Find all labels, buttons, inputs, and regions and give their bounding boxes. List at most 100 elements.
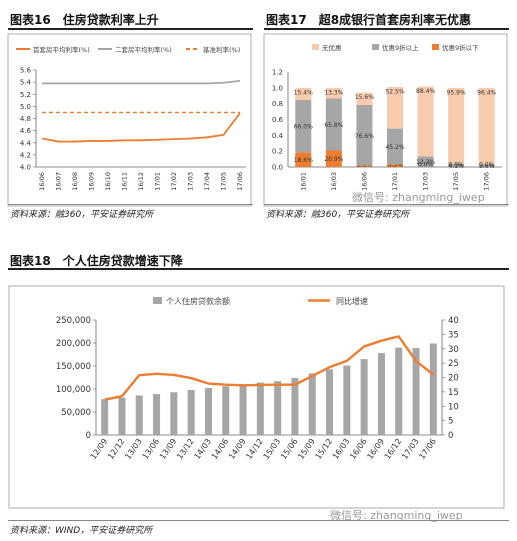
- stacked-bar-segment: [325, 98, 342, 151]
- right-heading-rule: [264, 28, 509, 30]
- bottom-panel-heading: 图表18 个人住房贷款增速下降: [10, 254, 183, 268]
- stacked-bar-segment: [417, 86, 434, 157]
- y-tick-label: 5.4: [20, 79, 32, 87]
- y-tick-label: 150,000: [56, 362, 91, 372]
- y-tick-label: 0: [86, 431, 91, 441]
- x-tick-label: 16/11: [121, 172, 129, 191]
- plot-frame: [263, 33, 508, 207]
- x-tick-label: 17/06: [236, 172, 244, 191]
- data-label: 13.3%: [416, 159, 435, 166]
- right-source-rule: [264, 204, 509, 205]
- x-tick-label: 12/12: [106, 437, 127, 461]
- legend-label: 二套房平均利率(%): [115, 45, 172, 54]
- x-tick-label: 13/09: [158, 437, 179, 461]
- y-tick-label: 1.2: [272, 69, 283, 77]
- legend-label: 首套房平均利率(%): [33, 45, 90, 54]
- x-tick-label: 14/12: [244, 437, 265, 461]
- y2-tick-label: 10: [448, 402, 459, 412]
- data-label: 76.6%: [355, 133, 374, 140]
- x-tick-label: 16/03: [331, 437, 352, 461]
- balance-bar: [256, 382, 264, 435]
- x-tick-label: 12/09: [89, 437, 110, 461]
- x-tick-label: 16/06: [348, 437, 369, 461]
- data-label: 66.0%: [294, 124, 313, 131]
- balance-bar: [153, 394, 161, 435]
- y-tick-label: 4.4: [20, 139, 32, 147]
- legend-label: 优惠9折以上: [382, 43, 419, 52]
- x-tick-label: 16/03: [330, 172, 338, 191]
- x-tick-label: 16/12: [383, 437, 404, 461]
- y2-tick-label: 35: [448, 330, 459, 340]
- y2-tick-label: 0: [448, 431, 453, 441]
- x-tick-label: 13/06: [141, 437, 162, 461]
- stacked-bar-segment: [325, 87, 342, 99]
- right-source: 资料来源：融360，平安证券研究所: [266, 210, 410, 220]
- balance-bar: [429, 343, 437, 435]
- right-watermark: 微信号: zhangming_iwep: [352, 191, 485, 204]
- bottom-source: 资料来源：WIND，平安证券研究所: [10, 526, 153, 536]
- y2-tick-label: 30: [448, 345, 459, 355]
- data-label: 3.6%: [479, 163, 495, 170]
- stacked-bar-segment: [387, 164, 403, 167]
- data-label: 15.6%: [355, 94, 374, 101]
- left-source-rule: [8, 204, 253, 205]
- data-label: 3.3%: [387, 161, 403, 168]
- data-label: 65.8%: [324, 122, 343, 129]
- y2-tick-label: 20: [448, 374, 459, 384]
- data-label: 96.4%: [477, 89, 496, 96]
- legend-label: 基准利率(%): [203, 45, 240, 54]
- x-tick-label: 16/06: [360, 172, 368, 191]
- balance-bar: [204, 388, 212, 435]
- data-label: 4.1%: [449, 163, 465, 170]
- legend-swatch: [432, 44, 439, 50]
- x-tick-label: 16/12: [137, 172, 145, 191]
- balance-bar: [377, 353, 385, 435]
- x-tick-label: 17/04: [203, 172, 211, 191]
- x-tick-label: 13/12: [175, 437, 196, 461]
- y-tick-label: 0.8: [272, 100, 283, 108]
- x-tick-label: 16/08: [71, 172, 79, 191]
- x-tick-label: 17/06: [417, 437, 438, 461]
- plot-frame: [7, 33, 252, 207]
- stacked-bar-segment: [387, 87, 403, 129]
- data-label: 13.3%: [324, 89, 343, 96]
- data-label: 15.4%: [294, 89, 313, 96]
- stacked-bar-segment: [356, 92, 373, 105]
- x-tick-label: 16/07: [55, 172, 63, 191]
- x-tick-label: 15/06: [279, 437, 300, 461]
- left-heading-rule: [8, 28, 253, 30]
- y-tick-label: 100,000: [56, 385, 91, 395]
- y-tick-label: 1.0: [272, 84, 283, 92]
- stacked-bar-segment: [448, 87, 465, 164]
- data-label: 52.5%: [385, 89, 404, 96]
- data-label: 0.0%: [479, 162, 495, 169]
- data-label: 95.9%: [447, 89, 466, 96]
- balance-bar: [274, 381, 282, 435]
- stacked-bar-segment: [417, 156, 434, 167]
- balance-bar: [412, 348, 420, 435]
- plot-frame: [8, 285, 505, 509]
- rate-line-chart: 首套房平均利率(%) 二套房平均利率(%) 基准利率(%) 4.0 4.2 4.4 4.6 4…: [7, 33, 252, 207]
- x-tick-label: 15/12: [314, 437, 335, 461]
- stacked-bar-segment: [356, 104, 373, 166]
- x-tick-label: 17/03: [400, 437, 421, 461]
- y-tick-label: 5.6: [20, 67, 32, 75]
- balance-bar: [101, 399, 109, 435]
- legend-label: 无优惠: [322, 43, 342, 52]
- x-tick-label: 17/02: [170, 172, 178, 191]
- series-line-2: [42, 80, 241, 85]
- y-tick-label: 200,000: [56, 339, 91, 349]
- data-label: 0.0%: [418, 162, 434, 169]
- legend-swatch: [312, 44, 319, 50]
- balance-bar: [135, 395, 143, 435]
- x-tick-label: 17/01: [391, 172, 399, 191]
- bottom-source-rule: [8, 520, 509, 521]
- x-tick-label: 16/06: [38, 172, 46, 191]
- y-tick-label: 5.2: [20, 91, 31, 99]
- balance-bar: [291, 377, 299, 435]
- y2-tick-label: 15: [448, 388, 459, 398]
- x-tick-label: 17/01: [154, 172, 162, 191]
- balance-bar: [343, 365, 351, 435]
- y2-tick-label: 5: [448, 417, 453, 427]
- stacked-bar-segment: [478, 164, 495, 167]
